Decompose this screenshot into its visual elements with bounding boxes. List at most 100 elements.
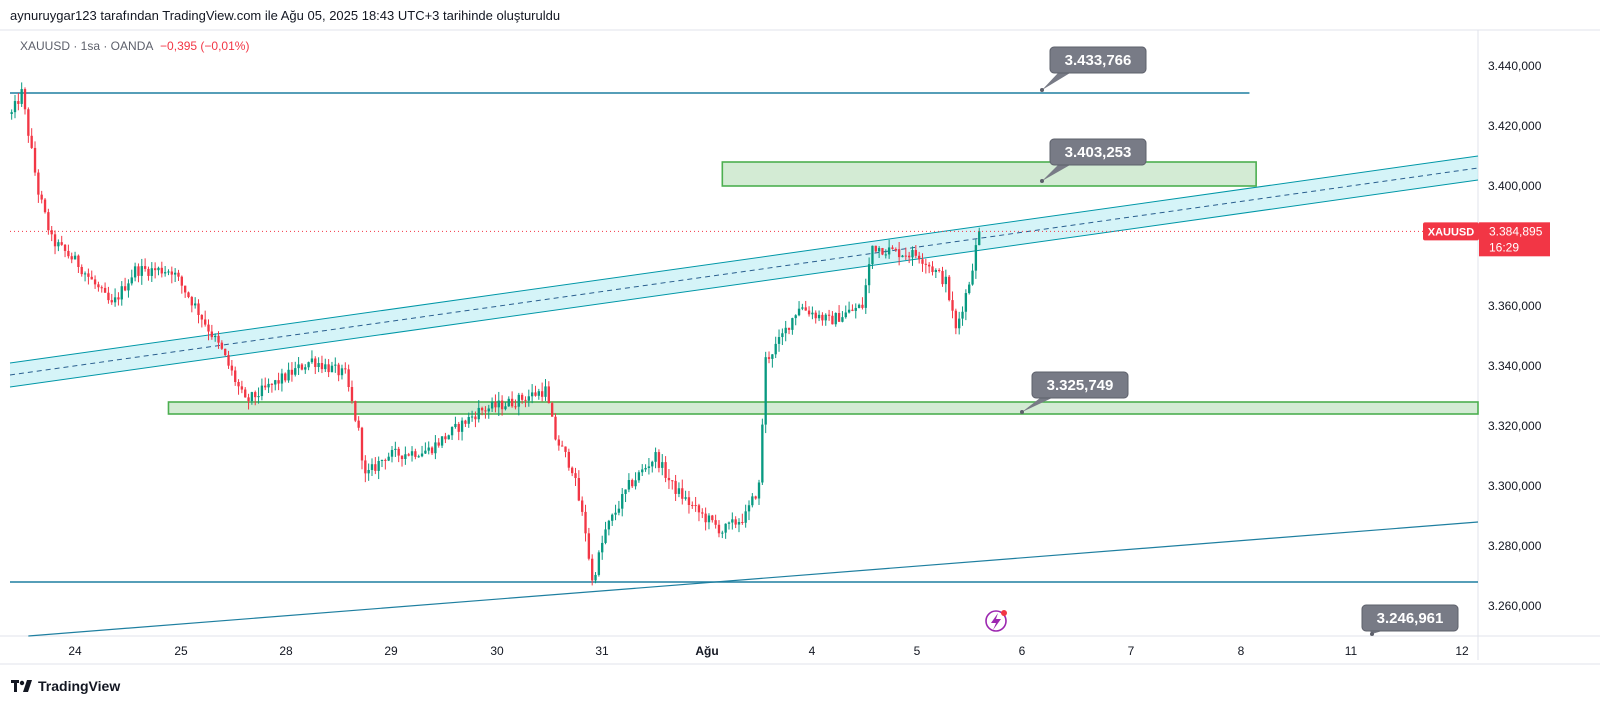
candle-body [123,286,127,291]
candle [941,266,944,287]
candle [170,266,173,284]
candle [437,438,440,448]
candle [37,169,40,203]
candle [617,500,621,516]
y-tick-label: 3.440,000 [1488,59,1542,73]
candle-body [594,574,597,581]
candle-body [317,363,320,367]
candle-body [180,276,183,286]
candle [894,247,897,252]
callout-box [1031,371,1129,399]
y-tick-label: 3.420,000 [1488,119,1542,133]
candle [567,448,571,471]
candle-body [817,314,821,319]
candle [87,268,90,285]
candle-body [871,245,874,265]
candle-body [774,343,777,355]
candle-body [370,464,374,470]
candle [834,312,837,327]
candle-body [350,387,354,402]
candle-body [87,273,90,277]
candle-body [230,365,234,371]
candle-body [480,407,484,411]
candle-body [274,380,277,385]
candle-body [607,520,611,530]
candle-body [654,452,657,462]
candle-body [944,276,948,285]
candle [958,311,961,335]
chart-credit: aynuruygar123 tarafından TradingView.com… [10,8,561,23]
candle [67,244,70,259]
candle-body [787,327,791,330]
candle-body [837,313,841,322]
candle-body [130,277,133,284]
candle [851,304,854,312]
candle-body [240,386,244,390]
candle-body [887,247,891,255]
candle [547,381,550,404]
candle [614,504,617,521]
candle-body [697,505,701,513]
candle [564,446,567,458]
y-tick-label: 3.400,000 [1488,179,1542,193]
candle-body [928,264,931,267]
candle [167,269,170,276]
candle [507,396,510,407]
candle-body [831,315,834,325]
candle [197,299,200,324]
price-tag-symbol-box [1423,222,1479,241]
candle [200,314,204,328]
candle-body [327,364,330,373]
candle [53,230,57,255]
candle-body [747,505,751,512]
candle [524,396,527,408]
candle-body [537,391,540,396]
tradingview-logo[interactable]: TradingView [11,678,120,694]
candle-body [664,462,667,478]
candle-body [400,455,404,460]
candle [404,446,407,465]
candle-body [394,448,397,450]
candle [771,354,774,368]
candle [187,291,190,299]
candle [554,413,557,441]
candle-body [814,312,817,319]
candle [651,460,654,473]
candle-body [737,521,741,525]
candle-body [767,357,771,359]
candle-body [464,420,467,424]
candle-body [781,333,784,338]
candle [494,394,497,413]
candle [297,357,300,376]
candle [714,514,717,529]
candle [597,550,601,577]
candle-body [284,373,287,381]
candle-body [204,319,207,325]
candle [460,417,464,441]
candle-body [467,417,470,424]
candle [287,362,290,383]
channel-mid-line [9,167,1479,376]
candle [557,435,560,451]
candle [831,311,834,325]
candle [457,421,460,441]
x-tick-label: 29 [384,644,398,658]
x-tick-label: 25 [174,644,188,658]
candle-body [190,297,193,306]
candle [320,355,324,374]
candle [480,406,484,416]
candle [811,306,814,320]
candle-body [557,439,560,446]
candle-body [143,266,147,269]
candle-body [721,532,724,534]
candle [644,464,647,472]
candle-body [404,454,407,460]
candle-body [591,558,594,581]
candle [928,262,931,274]
candle [931,261,934,276]
candle-body [824,314,827,321]
candle [307,361,310,371]
candle-body [867,264,871,286]
